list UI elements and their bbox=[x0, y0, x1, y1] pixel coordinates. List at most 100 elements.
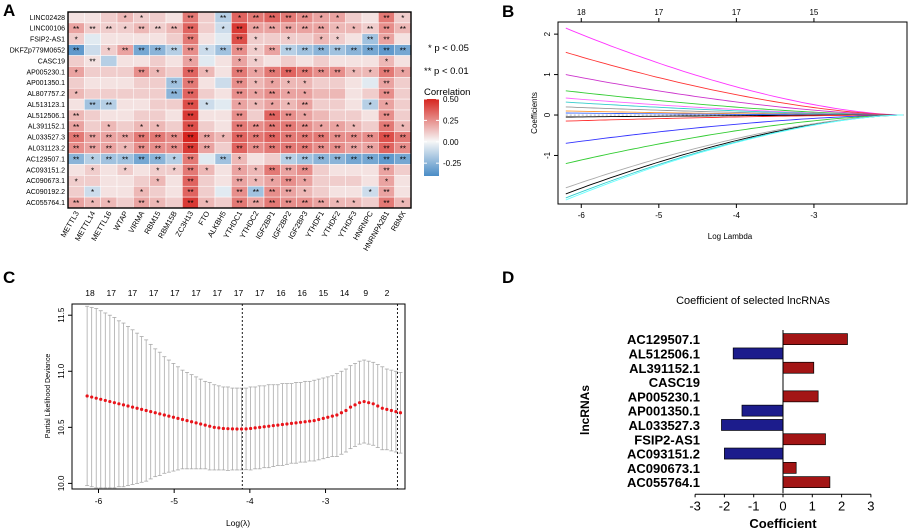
significance-mark: ** bbox=[138, 134, 144, 143]
deviance-point bbox=[189, 420, 194, 424]
significance-mark: ** bbox=[334, 134, 340, 143]
heatmap-cell bbox=[247, 109, 265, 122]
y-tick-label: -1 bbox=[543, 151, 552, 159]
significance-mark: ** bbox=[122, 47, 128, 56]
heatmap-cell bbox=[198, 22, 216, 35]
significance-mark: * bbox=[303, 90, 306, 99]
significance-mark: ** bbox=[187, 47, 193, 56]
significance-mark: ** bbox=[383, 90, 389, 99]
significance-mark: * bbox=[287, 79, 290, 88]
significance-mark: * bbox=[303, 188, 306, 197]
heatmap-cell bbox=[312, 77, 330, 89]
coef-bar bbox=[782, 462, 797, 474]
significance-mark: ** bbox=[383, 134, 389, 143]
heatmap-cell bbox=[214, 66, 232, 78]
significance-mark: * bbox=[287, 90, 290, 99]
significance-mark: * bbox=[156, 123, 159, 132]
significance-mark: ** bbox=[351, 145, 357, 154]
x-tick-label: -3 bbox=[322, 496, 330, 506]
significance-mark: ** bbox=[269, 112, 275, 121]
significance-mark: ** bbox=[253, 134, 259, 143]
heatmap-cell bbox=[165, 175, 183, 187]
deviance-point bbox=[249, 426, 253, 431]
heatmap-cell bbox=[312, 175, 330, 187]
heatmap-cell bbox=[84, 175, 101, 187]
heatmap-cell bbox=[100, 33, 118, 45]
significance-mark: ** bbox=[383, 25, 389, 34]
row-label: DKFZp779M0652 bbox=[10, 48, 65, 55]
heatmap-cell bbox=[100, 87, 118, 100]
significance-mark: ** bbox=[367, 36, 373, 45]
significance-mark: * bbox=[75, 68, 78, 77]
significance-mark: * bbox=[156, 68, 159, 77]
heatmap-cell bbox=[198, 175, 216, 187]
heatmap-cell bbox=[361, 87, 379, 100]
significance-mark: * bbox=[238, 101, 241, 110]
heatmap-frame bbox=[67, 11, 412, 209]
heatmap-cell bbox=[329, 55, 346, 67]
significance-mark: ** bbox=[187, 199, 193, 208]
significance-mark: ** bbox=[155, 25, 161, 34]
significance-mark: * bbox=[254, 68, 257, 77]
significance-mark: * bbox=[271, 79, 274, 88]
significance-mark: ** bbox=[318, 68, 324, 77]
row-label: AL512506.1 bbox=[27, 113, 65, 120]
heatmap-cell bbox=[198, 153, 216, 165]
significance-mark: * bbox=[107, 123, 110, 132]
heatmap-cell bbox=[280, 55, 297, 67]
significance-mark: * bbox=[75, 177, 78, 186]
coef-axes: -3 -2 -1 0 1 2 3 bbox=[689, 330, 875, 513]
coefficient-path bbox=[565, 90, 904, 116]
x-tick-label: 3 bbox=[867, 498, 874, 513]
significance-mark: ** bbox=[285, 68, 291, 77]
coefficient-path bbox=[565, 51, 904, 116]
deviance-point bbox=[303, 420, 307, 424]
heatmap-cell bbox=[247, 153, 265, 165]
significance-mark: ** bbox=[155, 155, 161, 164]
significance-mark: ** bbox=[383, 112, 389, 121]
significance-mark: * bbox=[352, 68, 355, 77]
deviance-point bbox=[321, 416, 325, 420]
coefficient-path bbox=[565, 114, 904, 122]
heatmap-cell bbox=[394, 55, 412, 67]
significance-mark: ** bbox=[269, 47, 275, 56]
x-tick-label: 2 bbox=[838, 498, 845, 513]
y-tick-label: 10.0 bbox=[57, 475, 66, 491]
top-tick-label: 17 bbox=[654, 8, 663, 17]
significance-mark: ** bbox=[285, 145, 291, 154]
significance-mark: ** bbox=[106, 25, 112, 34]
deviance-point bbox=[258, 425, 262, 429]
heatmap-cell bbox=[165, 55, 183, 67]
significance-mark: ** bbox=[187, 25, 193, 34]
significance-mark: * bbox=[352, 123, 355, 132]
top-tick-label: 17 bbox=[255, 288, 265, 298]
deviance-point bbox=[276, 423, 280, 427]
top-tick-label: 16 bbox=[276, 288, 286, 298]
heatmap-cell bbox=[329, 175, 346, 187]
significance-mark: ** bbox=[187, 68, 193, 77]
significance-mark: ** bbox=[73, 47, 79, 56]
top-tick-label: 17 bbox=[732, 8, 741, 17]
significance-mark: ** bbox=[383, 166, 389, 175]
heatmap-cell bbox=[84, 44, 101, 56]
deviance-point bbox=[112, 401, 116, 405]
significance-mark: * bbox=[238, 155, 241, 164]
deviance-point bbox=[312, 419, 316, 423]
heatmap-cell bbox=[133, 87, 150, 100]
row-label: CASC19 bbox=[38, 58, 65, 65]
significance-mark: ** bbox=[187, 36, 193, 45]
significance-mark: * bbox=[124, 145, 127, 154]
significance-mark: ** bbox=[253, 123, 259, 132]
significance-mark: * bbox=[385, 101, 388, 110]
cv-y-label: Partial Likelihood Deviance bbox=[45, 354, 52, 439]
top-tick-label: 17 bbox=[106, 288, 116, 298]
legend-tick-label: 0.00 bbox=[443, 138, 459, 147]
significance-mark: ** bbox=[122, 155, 128, 164]
coef-category-label: AC055764.1 bbox=[627, 475, 700, 490]
significance-mark: ** bbox=[269, 188, 275, 197]
significance-mark: * bbox=[156, 199, 159, 208]
significance-mark: ** bbox=[138, 68, 144, 77]
deviance-point bbox=[126, 404, 130, 408]
row-label: AL807757.2 bbox=[27, 91, 65, 98]
deviance-point bbox=[217, 426, 221, 430]
